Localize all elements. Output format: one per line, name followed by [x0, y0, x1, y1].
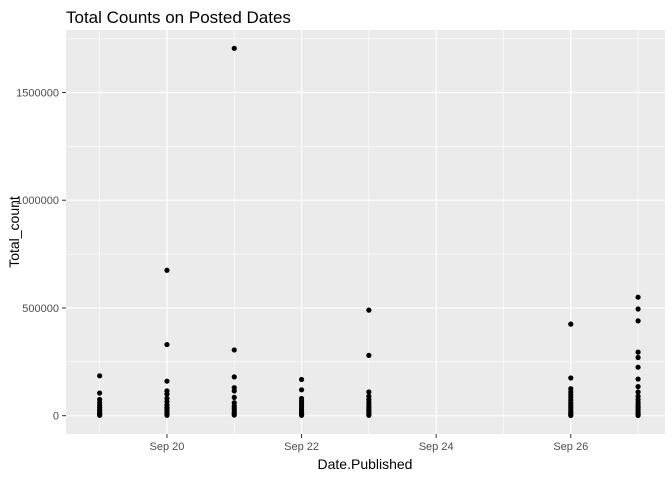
data-point [568, 321, 574, 327]
chart-title: Total Counts on Posted Dates [66, 8, 291, 27]
data-point [164, 378, 170, 384]
data-point [231, 388, 237, 394]
plot-panel [66, 30, 665, 434]
data-point [635, 376, 641, 382]
y-axis: 0 500000 1000000 1500000 [16, 87, 66, 423]
data-point [97, 412, 103, 418]
data-point [97, 390, 103, 396]
y-tick-label: 1500000 [16, 87, 59, 99]
data-point [231, 347, 237, 353]
x-tick-label: Sep 26 [553, 441, 588, 453]
data-point [164, 267, 170, 273]
data-point [635, 354, 641, 361]
data-point [298, 412, 305, 418]
data-point [635, 364, 641, 370]
data-point [164, 412, 170, 418]
x-axis-title: Date.Published [318, 456, 413, 472]
x-tick-label: Sep 22 [284, 441, 319, 453]
data-point [366, 412, 372, 418]
x-tick-label: Sep 24 [419, 441, 454, 453]
data-point [164, 391, 170, 397]
y-tick-label: 0 [53, 411, 59, 423]
data-point [231, 374, 237, 380]
minor-gridlines [66, 30, 665, 434]
data-point [298, 376, 305, 383]
data-point [231, 412, 237, 418]
data-point [97, 373, 103, 379]
data-point [231, 45, 237, 51]
data-point [635, 294, 641, 300]
y-tick-label: 1000000 [16, 195, 59, 207]
x-axis: Sep 20 Sep 22 Sep 24 Sep 26 [150, 434, 588, 453]
data-point [635, 349, 641, 355]
data-point [231, 394, 237, 400]
data-point [635, 389, 641, 395]
data-point [568, 412, 574, 419]
data-point [366, 389, 372, 395]
data-point [366, 307, 372, 313]
data-points [97, 45, 641, 419]
x-tick-label: Sep 20 [150, 441, 185, 453]
y-axis-title: Total_count [6, 196, 22, 268]
data-point [568, 375, 574, 381]
y-tick-label: 500000 [22, 303, 59, 315]
data-point [635, 412, 641, 419]
data-point [635, 383, 641, 390]
data-point [298, 387, 305, 393]
data-point [635, 306, 641, 312]
data-point [635, 318, 641, 324]
data-point [164, 341, 170, 348]
data-point [366, 352, 372, 358]
